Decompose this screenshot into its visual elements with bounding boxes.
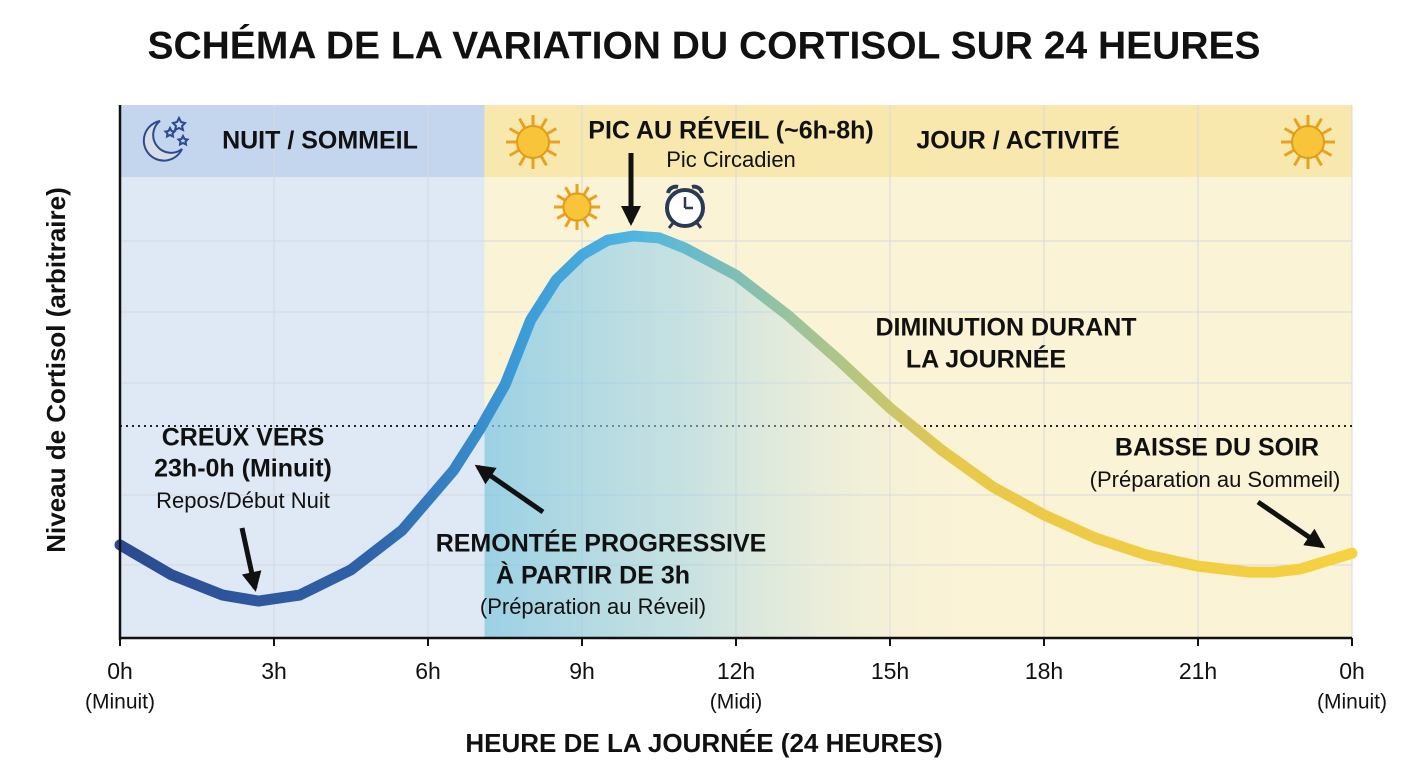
night-band: [120, 105, 485, 638]
sun-ray: [508, 127, 520, 136]
sun-ray: [508, 148, 520, 157]
sun-ray: [546, 148, 558, 157]
x-tick-label: 0h: [107, 658, 133, 684]
sun-ray: [1293, 155, 1302, 167]
annotation: DIMINUTION DURANT: [875, 314, 1136, 342]
plot: [114, 230, 1358, 638]
annotation: Repos/Début Nuit: [156, 488, 330, 513]
sun-ray: [518, 155, 527, 167]
sun-ray: [539, 117, 548, 129]
clock-icon: [665, 184, 705, 229]
sun-disc: [516, 125, 550, 159]
sun-ray: [1293, 117, 1302, 129]
annotation: CREUX VERS: [162, 424, 325, 452]
moon-icon: [142, 115, 190, 162]
annotation: REMONTÉE PROGRESSIVE: [436, 529, 767, 558]
annotation: BAISSE DU SOIR: [1115, 434, 1319, 462]
sun-ray: [582, 218, 590, 228]
x-tick-label: 6h: [415, 658, 441, 684]
sun-ray: [588, 212, 598, 220]
annotation: 23h-0h (Minuit): [154, 455, 332, 483]
sun-disc: [1291, 125, 1325, 159]
sun-icons: [506, 115, 1335, 230]
x-tick-label: 9h: [569, 658, 595, 684]
sun-ray: [582, 186, 590, 196]
x-tick-label: 3h: [261, 658, 287, 684]
sun: [554, 184, 600, 230]
y-axis-title: Niveau de Cortisol (arbitraire): [41, 187, 71, 553]
x-tick-label: 0h: [1339, 658, 1365, 684]
sun-ray: [556, 194, 566, 202]
x-tick-note: (Minuit): [1317, 691, 1387, 714]
sun-ray: [518, 117, 527, 129]
x-tick-label: 18h: [1025, 658, 1063, 684]
x-tick-label: 12h: [717, 658, 755, 684]
annotation: (Préparation au Sommeil): [1090, 467, 1341, 492]
annotation: À PARTIR DE 3h: [496, 561, 690, 590]
sun-ray: [1283, 127, 1295, 136]
sun-disc: [562, 192, 592, 222]
sun-ray: [556, 212, 566, 220]
x-tick-label: 15h: [871, 658, 909, 684]
sun-ray: [1314, 117, 1323, 129]
sun-ray: [588, 194, 598, 202]
day-label: JOUR / ACTIVITÉ: [916, 126, 1119, 155]
annotation: LA JOURNÉE: [906, 345, 1066, 374]
arrows: [239, 153, 1326, 592]
annotation: Pic Circadien: [666, 147, 796, 172]
sun: [506, 115, 560, 169]
chart-title: SCHÉMA DE LA VARIATION DU CORTISOL SUR 2…: [147, 23, 1260, 67]
line: [114, 230, 1358, 607]
sun-ray: [1321, 148, 1333, 157]
annotation: (Préparation au Réveil): [480, 594, 706, 619]
annotation: PIC AU RÉVEIL (~6h-8h): [588, 116, 873, 145]
sun-ray: [1283, 148, 1295, 157]
sun-ray: [546, 127, 558, 136]
night-label: NUIT / SOMMEIL: [222, 127, 418, 155]
sun-ray: [564, 186, 572, 196]
sun-ray: [539, 155, 548, 167]
x-tick-note: (Minuit): [85, 691, 155, 714]
x-axis-title: HEURE DE LA JOURNÉE (24 HEURES): [465, 728, 942, 758]
sun: [1281, 115, 1335, 169]
x-tick-note: (Midi): [710, 691, 763, 714]
x-tick-label: 21h: [1179, 658, 1217, 684]
sun-ray: [1314, 155, 1323, 167]
sun-ray: [1321, 127, 1333, 136]
sun-ray: [564, 218, 572, 228]
